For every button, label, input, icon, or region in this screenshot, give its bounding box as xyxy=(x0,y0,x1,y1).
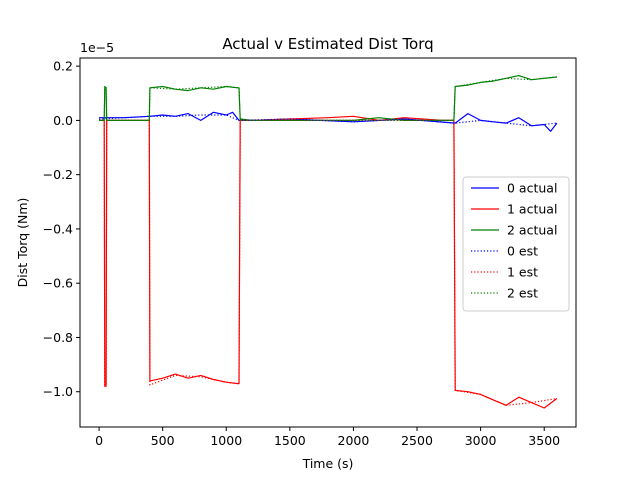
series-line-2-est xyxy=(99,76,557,122)
y-tick-label: 0.2 xyxy=(53,59,73,74)
legend: 0 actual 1 actual 2 actual 0 est 1 est 2 est xyxy=(462,176,570,312)
chart-title: Actual v Estimated Dist Torq xyxy=(222,35,433,53)
x-tick-label: 1000 xyxy=(210,433,242,448)
x-tick-label: 2000 xyxy=(338,433,370,448)
series-line-0-est xyxy=(99,114,557,127)
legend-label: 1 actual xyxy=(507,202,557,217)
x-tick-label: 0 xyxy=(95,433,103,448)
x-tick-label: 500 xyxy=(151,433,175,448)
y-axis-ticks: 0.2 0.0 −0.2 −0.4 −0.6 −0.8 −1.0 xyxy=(43,59,80,399)
y-tick-label: −0.8 xyxy=(43,330,73,345)
legend-label: 0 est xyxy=(507,244,538,259)
y-tick-label: −0.4 xyxy=(43,221,73,236)
legend-box xyxy=(462,176,570,312)
series-line-2-actual xyxy=(99,74,557,122)
plot-area xyxy=(99,74,558,409)
y-axis-offset-label: 1e−5 xyxy=(80,40,114,55)
x-tick-label: 2500 xyxy=(401,433,433,448)
legend-label: 0 actual xyxy=(507,181,557,196)
y-tick-label: −0.6 xyxy=(43,276,73,291)
axes-frame xyxy=(79,57,577,428)
y-tick-label: −1.0 xyxy=(43,384,73,399)
x-axis-ticks: 0 500 1000 1500 2000 2500 3000 3500 xyxy=(95,427,560,448)
x-tick-label: 1500 xyxy=(274,433,306,448)
y-tick-label: −0.2 xyxy=(43,167,73,182)
y-axis-label: Dist Torq (Nm) xyxy=(15,198,30,288)
y-tick-label: 0.0 xyxy=(53,113,73,128)
legend-label: 1 est xyxy=(507,265,538,280)
legend-label: 2 est xyxy=(507,286,538,301)
legend-label: 2 actual xyxy=(507,223,557,238)
x-axis-label: Time (s) xyxy=(302,456,354,471)
x-tick-label: 3500 xyxy=(528,433,560,448)
x-tick-label: 3000 xyxy=(465,433,497,448)
